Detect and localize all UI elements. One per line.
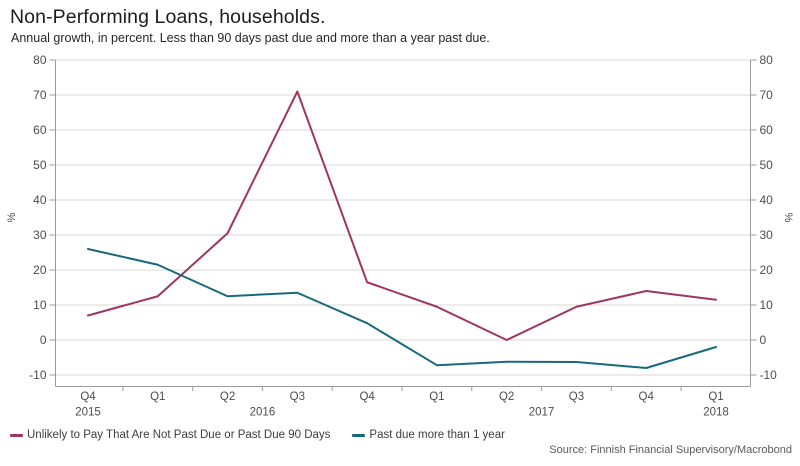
chart-subtitle: Annual growth, in percent. Less than 90 …: [11, 31, 490, 45]
y-tick-label-left: 10: [33, 298, 47, 312]
y-tick-label-right: -10: [760, 368, 778, 382]
legend-item-past-due-1-year: Past due more than 1 year: [352, 429, 505, 441]
y-tick-label-left: 30: [33, 228, 47, 242]
x-tick-label: Q4: [639, 391, 655, 403]
legend-label: Unlikely to Pay That Are Not Past Due or…: [27, 429, 331, 441]
x-tick-label: Q4: [80, 391, 96, 403]
y-tick-label-left: 60: [33, 123, 47, 137]
legend-line-marker-icon: [352, 433, 366, 437]
series-line-0: [87, 90, 717, 341]
x-tick-label: Q2: [499, 391, 514, 403]
x-tick-label: Q1: [708, 391, 723, 403]
legend-label: Past due more than 1 year: [369, 429, 505, 441]
y-tick-label-left: 50: [33, 158, 47, 172]
x-tick-label: Q1: [150, 391, 165, 403]
y-tick-label-left: 40: [33, 193, 47, 207]
x-tick-label: Q2: [220, 391, 235, 403]
page-title: Non-Performing Loans, households.: [10, 6, 326, 28]
x-tick-label: Q4: [359, 391, 375, 403]
y-tick-label-right: 20: [760, 263, 774, 277]
y-tick-label-right: 40: [760, 193, 774, 207]
legend-line-marker-icon: [10, 433, 23, 437]
legend-item-unlikely-to-pay: Unlikely to Pay That Are Not Past Due or…: [10, 429, 330, 441]
x-tick-label: Q3: [569, 391, 584, 403]
y-axis-label-left: %: [6, 212, 18, 222]
y-tick-label-left: 0: [40, 333, 47, 347]
x-year-label: 2018: [703, 407, 729, 419]
chart-svg: 80 80 70 70 60 60 50 50 40 40 30 30 20 20 10 10 0 0 -10 -10…: [6, 53, 794, 419]
x-year-label: 2016: [250, 407, 276, 419]
y-axis-label-right: %: [782, 213, 794, 223]
y-tick-label-right: 10: [760, 298, 774, 312]
chart-legend: Unlikely to Pay That Are Not Past Due or…: [10, 429, 505, 441]
y-tick-label-right: 0: [760, 333, 767, 347]
x-tick-label: Q1: [429, 391, 444, 403]
x-year-label: 2017: [529, 407, 555, 419]
y-tick-label-right: 80: [760, 53, 774, 67]
y-tick-label-left: 20: [33, 263, 47, 277]
y-tick-label-right: 50: [760, 158, 774, 172]
y-tick-label-left: 70: [33, 88, 47, 102]
source-credit: Source: Finnish Financial Supervisory/Ma…: [549, 444, 792, 456]
series-line-1: [87, 248, 717, 369]
x-year-label: 2015: [75, 407, 101, 419]
y-tick-label-left: -10: [29, 368, 47, 382]
y-tick-label-right: 30: [760, 228, 774, 242]
y-tick-label-right: 60: [760, 123, 774, 137]
y-tick-label-left: 80: [33, 53, 47, 67]
x-tick-label: Q3: [290, 391, 305, 403]
y-tick-label-right: 70: [760, 88, 774, 102]
